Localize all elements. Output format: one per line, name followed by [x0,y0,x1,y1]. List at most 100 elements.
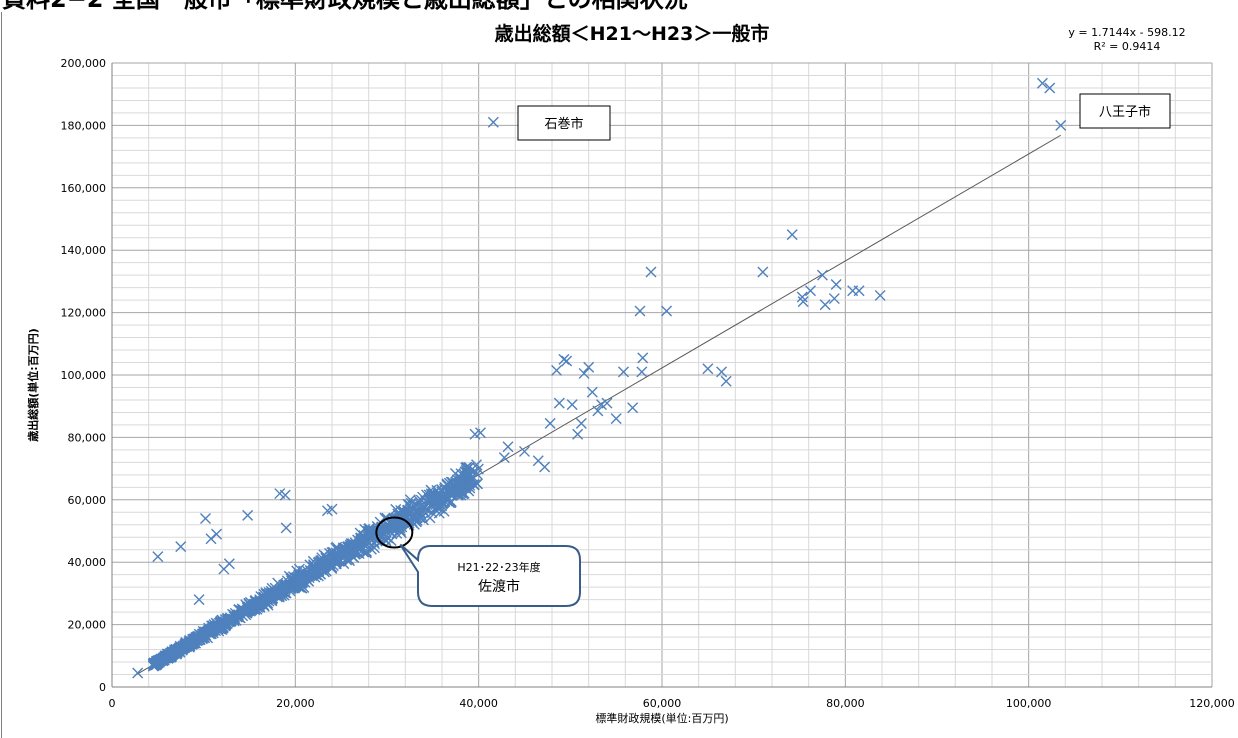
cluster-point [177,642,189,654]
cluster-point [337,542,349,554]
data-point [475,427,486,439]
data-point [583,361,595,373]
data-point [592,405,604,417]
y-tick-label: 160,000 [61,182,107,195]
cluster-point [459,482,471,494]
cluster-point [301,565,313,577]
data-point [223,558,235,570]
data-point [702,363,714,375]
cluster-point [163,649,175,661]
chart-frame: 0 20,000 40,000 60,000 80,000 100,000 120,000 0… [1,12,1237,738]
cluster-point [264,591,276,603]
cluster-point [440,489,452,501]
data-point [618,366,629,378]
cluster-point [396,521,408,533]
data-point [586,386,598,398]
data-point [498,452,510,464]
cluster-point [451,483,463,495]
cluster-point [330,557,342,569]
data-point [634,305,646,317]
page-heading: 資料2−2 全国一般市「標準財政規模と歳出総額」との相関状況 [0,0,1238,12]
data-point [610,413,622,425]
y-tick-label: 100,000 [61,369,107,382]
x-tick-label: 40,000 [459,697,498,710]
data-point [487,116,499,128]
x-tick-label: 0 [109,697,116,710]
data-point [819,299,831,311]
cluster-point [251,603,263,615]
callout-label-fiscal-years: H21･22･23年度 [457,560,540,574]
cluster-point [343,544,355,556]
data-point [132,667,144,679]
y-tick-label: 0 [99,681,106,694]
data-point [242,509,254,521]
callout-label-sado: 佐渡市 [478,578,520,595]
cluster-point [264,593,276,605]
cluster-point [411,514,423,526]
axis-layer: 0 20,000 40,000 60,000 80,000 100,000 120,000 0… [61,57,1235,710]
annotation-box-hachioji [1079,93,1171,129]
data-point [321,505,333,517]
data-point [1036,77,1048,89]
cluster-point [416,503,428,515]
x-tick-label: 20,000 [276,697,315,710]
cluster-point [357,535,369,547]
y-tick-label: 40,000 [68,556,107,569]
cluster-point [320,550,332,562]
data-point [828,293,840,305]
y-tick-label: 60,000 [68,494,107,507]
chart-title: 歳出総額＜H21～H23＞一般市 [495,22,770,45]
cluster-point [460,462,472,474]
cluster-point [366,527,378,539]
data-points [132,77,1067,679]
data-point [200,513,211,525]
x-tick-label: 120,000 [1189,697,1235,710]
cluster-point [152,656,164,668]
cluster-point [186,638,198,650]
cluster-point [188,637,200,649]
scatter-chart: 0 20,000 40,000 60,000 80,000 100,000 120,000 0… [26,22,1235,725]
y-tick-label: 140,000 [61,244,107,257]
data-point [566,399,578,411]
data-point [519,445,530,457]
data-point [637,352,649,364]
r-squared-label: R² = 0.9414 [1094,40,1161,53]
cluster-point [425,488,437,500]
cluster-point [286,572,298,584]
x-axis-title: 標準財政規模(単位:百万円) [595,711,728,725]
annotation-label-hachioji: 八王子市 [1099,104,1151,120]
data-point [553,397,565,409]
data-point [636,366,648,378]
cluster-point [242,604,254,616]
cluster-point [347,538,359,550]
data-point [601,397,613,409]
data-point [575,417,587,429]
cluster-point [224,613,236,625]
cluster-point [297,575,309,587]
cluster-point [291,565,303,577]
data-point [502,441,514,453]
data-point [572,428,584,440]
cluster-point [272,586,284,598]
y-tick-label: 80,000 [68,431,107,444]
data-point [830,279,842,291]
data-point [816,269,828,281]
cluster-point [149,658,161,670]
cluster-point [232,609,244,621]
data-point [645,266,657,278]
annotation-box-ishinomaki [517,105,611,141]
highlight-circle-sado [375,516,414,549]
callout-box-sado [399,543,581,607]
cluster-point [191,631,203,643]
data-point [796,291,808,303]
cluster-point [286,580,298,592]
data-point [720,375,732,387]
data-point [551,364,563,376]
data-point [797,296,809,308]
cluster-point [355,535,367,547]
cluster-point [295,572,307,584]
data-point [211,528,222,540]
y-tick-label: 20,000 [68,619,107,632]
cluster-point [211,622,223,634]
